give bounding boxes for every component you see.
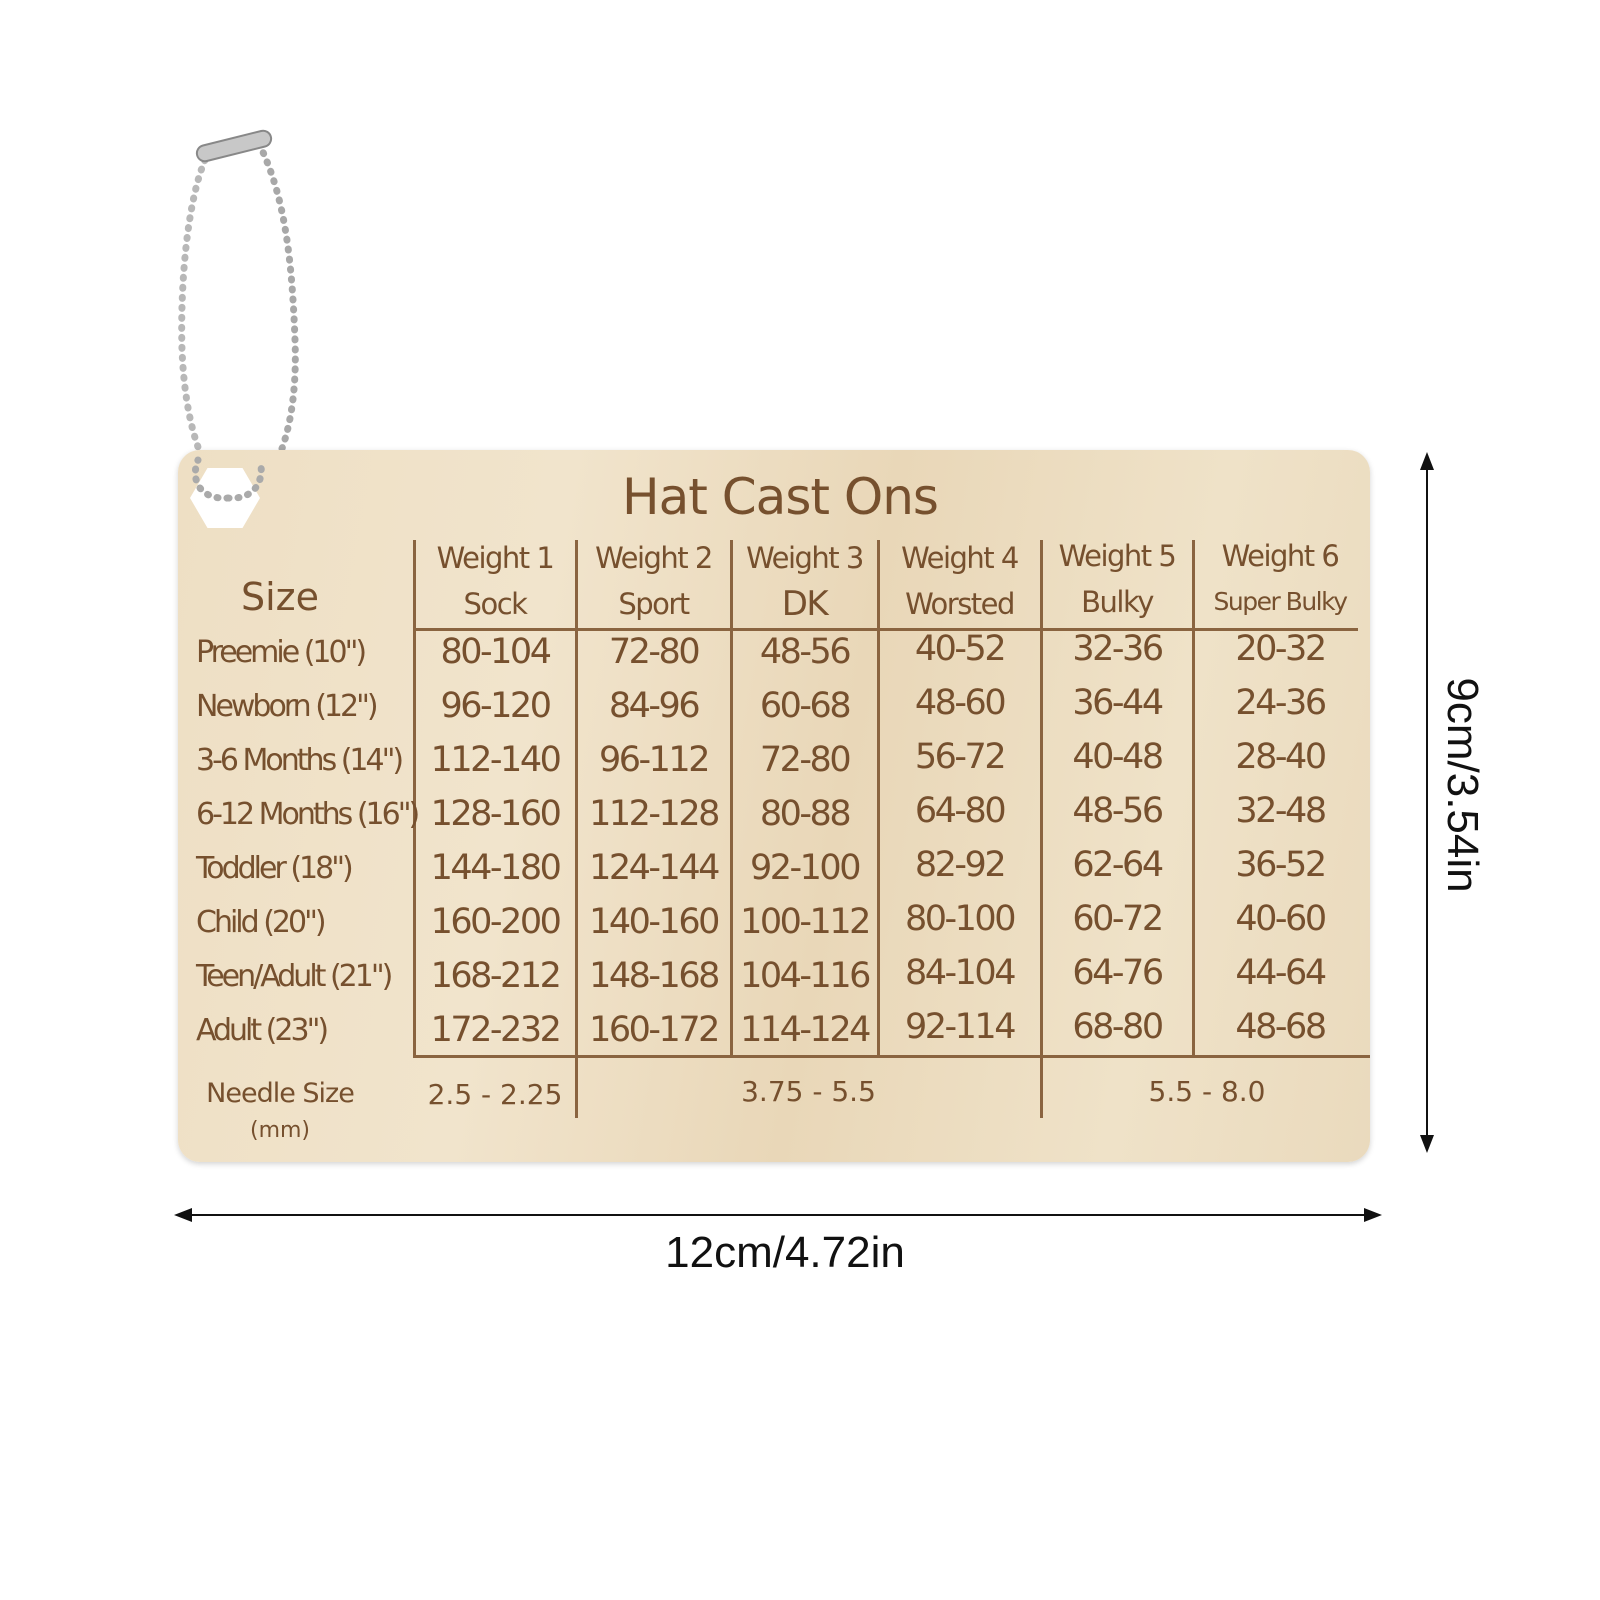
- row-size-label: 6-12 Months (16"): [196, 797, 420, 832]
- weight-label: Weight 4: [901, 541, 1019, 575]
- row-size-label: 3-6 Months (14"): [196, 743, 404, 778]
- row-size-label: Toddler (18"): [196, 851, 354, 886]
- row-size-label: Adult (23"): [196, 1013, 329, 1048]
- cast-on-cell: 112-140: [430, 740, 562, 780]
- column-header-3: Weight 3 DK: [732, 535, 877, 627]
- cast-on-cell: 92-100: [750, 848, 861, 888]
- cast-on-cell: 124-144: [589, 848, 720, 888]
- row-size-label: Preemie (10"): [196, 635, 367, 670]
- cast-on-cell: 96-120: [440, 686, 552, 726]
- cast-on-cell: 114-124: [740, 1010, 871, 1050]
- row-size-label: Child (20"): [196, 905, 327, 940]
- header-divider: [413, 628, 1358, 631]
- height-dimension-arrow-icon: [1420, 452, 1434, 1153]
- width-dimension-label: 12cm/4.72in: [665, 1228, 905, 1277]
- cast-on-cell: 84-104: [905, 953, 1016, 993]
- cast-on-cell: 80-104: [440, 632, 552, 672]
- cast-on-cell: 64-80: [914, 791, 1007, 831]
- yarn-name: DK: [781, 584, 829, 624]
- cast-on-cell: 28-40: [1235, 737, 1327, 777]
- cast-on-cell: 32-48: [1235, 791, 1327, 831]
- cast-on-cell: 40-52: [914, 629, 1007, 669]
- cast-on-cell: 36-52: [1235, 845, 1327, 885]
- cast-on-cell: 140-160: [589, 902, 720, 942]
- cast-on-cell: 40-60: [1235, 899, 1327, 939]
- cast-on-cell: 72-80: [759, 740, 852, 780]
- cast-on-cell: 84-96: [608, 686, 701, 726]
- column-header-2: Weight 2 Sport: [577, 535, 730, 627]
- cast-on-cell: 24-36: [1235, 683, 1327, 723]
- cast-on-cell: 68-80: [1072, 1007, 1164, 1047]
- height-dimension-label: 9cm/3.54in: [1438, 677, 1487, 893]
- cast-on-cell: 82-92: [914, 845, 1007, 885]
- cast-on-cell: 48-68: [1235, 1007, 1327, 1047]
- cast-on-cell: 36-44: [1072, 683, 1164, 723]
- yarn-name: Super Bulky: [1213, 587, 1348, 616]
- weight-label: Weight 6: [1221, 539, 1340, 573]
- cast-on-cell: 56-72: [914, 737, 1007, 777]
- column-header-6: Weight 6 Super Bulky: [1194, 533, 1366, 625]
- weight-label: Weight 5: [1058, 539, 1177, 573]
- row-size-label: Teen/Adult (21"): [196, 959, 393, 994]
- column-header-5: Weight 5 Bulky: [1042, 533, 1192, 625]
- cast-on-cell: 32-36: [1072, 629, 1164, 669]
- cast-on-cell: 72-80: [608, 632, 701, 672]
- needle-range-3: 5.5 - 8.0: [1148, 1075, 1266, 1108]
- size-column-header: Size: [240, 575, 319, 619]
- needle-range-2: 3.75 - 5.5: [741, 1075, 876, 1108]
- needle-size-unit: (mm): [249, 1118, 311, 1143]
- cast-on-cell: 160-172: [589, 1010, 720, 1050]
- cast-on-cell: 168-212: [430, 956, 562, 996]
- chain-loop-icon: [191, 456, 265, 502]
- column-header-4: Weight 4 Worsted: [879, 535, 1040, 627]
- cast-on-cell: 80-100: [905, 899, 1016, 939]
- cast-on-cell: 60-68: [759, 686, 852, 726]
- needle-range-1: 2.5 - 2.25: [427, 1078, 563, 1111]
- divider: [877, 540, 880, 1058]
- yarn-name: Bulky: [1081, 585, 1154, 619]
- divider: [575, 540, 578, 1118]
- cast-on-cell: 20-32: [1235, 629, 1327, 669]
- row-size-label: Newborn (12"): [196, 689, 379, 724]
- cast-on-cell: 64-76: [1072, 953, 1164, 993]
- yarn-name: Sport: [618, 587, 690, 621]
- card-title: Hat Cast Ons: [622, 468, 939, 526]
- weight-label: Weight 2: [595, 541, 713, 575]
- table-bottom-divider: [413, 1055, 1370, 1058]
- column-header-1: Weight 1 Sock: [415, 535, 575, 627]
- cast-on-cell: 100-112: [740, 902, 871, 942]
- divider: [1192, 540, 1195, 1058]
- cast-on-cell: 48-60: [914, 683, 1007, 723]
- cast-on-cell: 48-56: [1072, 791, 1164, 831]
- width-dimension-arrow-icon: [174, 1208, 1382, 1222]
- cast-on-cell: 144-180: [430, 848, 562, 888]
- cast-on-cell: 40-48: [1072, 737, 1164, 777]
- cast-on-cell: 96-112: [599, 740, 710, 780]
- cast-on-cell: 62-64: [1072, 845, 1164, 885]
- cast-on-cell: 92-114: [905, 1007, 1016, 1047]
- divider: [730, 540, 733, 1058]
- needle-size-label: Needle Size: [206, 1078, 355, 1109]
- cast-on-cell: 160-200: [430, 902, 562, 942]
- weight-label: Weight 1: [436, 541, 555, 575]
- cast-on-cell: 60-72: [1072, 899, 1164, 939]
- yarn-name: Worsted: [905, 587, 1015, 621]
- cast-on-cell: 112-128: [589, 794, 720, 834]
- yarn-name: Sock: [463, 587, 528, 621]
- cast-on-cell: 104-116: [740, 956, 871, 996]
- hat-cast-on-card: [178, 450, 1370, 1162]
- cast-on-cell: 172-232: [430, 1010, 562, 1050]
- divider: [413, 540, 416, 1058]
- divider: [1040, 540, 1043, 1118]
- cast-on-cell: 80-88: [759, 794, 852, 834]
- cast-on-cell: 44-64: [1235, 953, 1327, 993]
- cast-on-cell: 128-160: [430, 794, 562, 834]
- cast-on-cell: 48-56: [759, 632, 852, 672]
- cast-on-cell: 148-168: [589, 956, 720, 996]
- weight-label: Weight 3: [746, 541, 864, 575]
